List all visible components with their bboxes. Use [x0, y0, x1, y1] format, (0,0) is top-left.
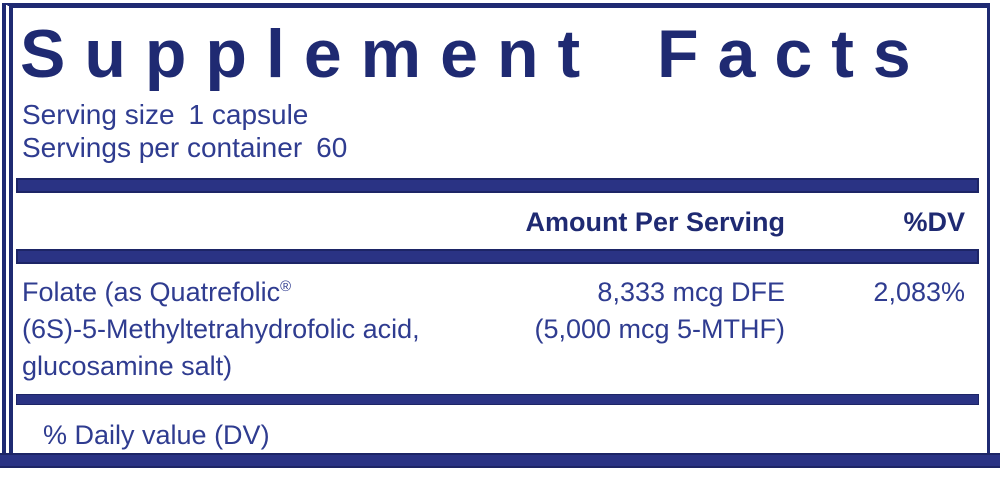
nutrient-name-line-2: (6S)-5-Methyltetrahydrofolic acid,: [22, 314, 420, 344]
daily-value-footnote: % Daily value (DV): [43, 420, 270, 450]
serving-size-value: 1 capsule: [188, 99, 309, 130]
serving-size-label: Serving size: [22, 99, 175, 130]
percent-dv-cell: 2,083%: [873, 277, 965, 307]
table-row: Folate (as Quatrefolic® (6S)-5-Methyltet…: [22, 274, 987, 385]
panel-title: Supplement Facts: [20, 16, 930, 92]
nutrient-header-spacer: [22, 207, 515, 237]
amount-per-serving-header: Amount Per Serving: [525, 207, 785, 237]
serving-info: Serving size 1 capsule Servings per conta…: [22, 98, 987, 164]
nutrient-name-line-3: glucosamine salt): [22, 351, 233, 381]
amount-line-2: (5,000 mcg 5-MTHF): [534, 314, 785, 344]
servings-per-container-label: Servings per container: [22, 132, 303, 163]
percent-dv-header: %DV: [903, 207, 965, 237]
nutrient-name-cell: Folate (as Quatrefolic® (6S)-5-Methyltet…: [22, 274, 515, 385]
bottom-border-bar: [0, 453, 1000, 468]
separator-bar-top: [16, 178, 979, 193]
separator-bar-footnote: [16, 394, 979, 405]
registered-trademark-symbol: ®: [280, 279, 292, 295]
separator-bar-middle: [16, 249, 979, 264]
amount-cell: 8,333 mcg DFE (5,000 mcg 5-MTHF): [515, 274, 785, 385]
serving-size-line: Serving size 1 capsule: [22, 98, 987, 131]
servings-per-container-line: Servings per container 60: [22, 131, 987, 164]
nutrient-name-line-1: Folate (as Quatrefolic®: [22, 277, 292, 307]
column-header-row: Amount Per Serving %DV: [22, 207, 987, 237]
panel-frame: Supplement Facts Serving size 1 capsule S…: [2, 3, 990, 453]
amount-line-1: 8,333 mcg DFE: [597, 277, 785, 307]
servings-per-container-value: 60: [316, 132, 348, 163]
